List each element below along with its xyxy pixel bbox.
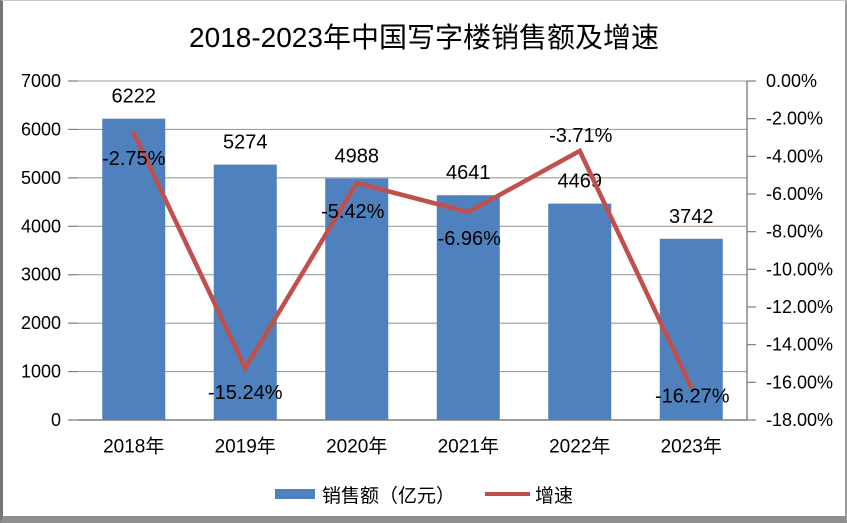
right-axis-tick-label: -10.00% — [766, 259, 833, 279]
bar — [102, 118, 166, 420]
right-axis-tick-label: -18.00% — [766, 410, 833, 430]
right-axis-tick-label: -12.00% — [766, 297, 833, 317]
x-axis-category-label: 2023年 — [661, 436, 722, 458]
bar-value-label: 4641 — [446, 162, 491, 184]
left-axis-tick-label: 5000 — [21, 168, 61, 188]
right-axis-tick-label: -14.00% — [766, 335, 833, 355]
left-axis-tick-label: 3000 — [21, 265, 61, 285]
bar-value-label: 6222 — [112, 86, 157, 108]
left-axis-tick-label: 4000 — [21, 216, 61, 236]
growth-line — [131, 130, 694, 390]
bar-value-label: 5274 — [223, 132, 268, 154]
right-axis-tick-label: 0.00% — [766, 71, 817, 91]
right-axis-tick-label: -8.00% — [766, 222, 823, 242]
legend-label-sales: 销售额（亿元） — [321, 485, 455, 507]
chart-title: 2018-2023年中国写字楼销售额及增速 — [189, 22, 659, 53]
chart-plot-canvas: 7000 6000 5000 4000 3000 2000 1000 0 0.00% -2.00%… — [21, 71, 833, 458]
line-value-label: -16.27% — [655, 385, 730, 407]
left-axis-tick-label: 1000 — [21, 362, 61, 382]
line-value-label: -15.24% — [208, 382, 283, 404]
line-series-swatch-icon — [485, 492, 530, 496]
bar — [548, 203, 612, 420]
line-value-label: -2.75% — [102, 148, 166, 170]
left-axis-tick-label: 6000 — [21, 119, 61, 139]
bar — [213, 164, 277, 420]
bar — [436, 195, 500, 420]
line-value-label: -6.96% — [438, 228, 502, 250]
line-value-label: -5.42% — [321, 201, 385, 223]
x-axis-category-label: 2020年 — [326, 436, 387, 458]
bar — [659, 238, 723, 420]
right-axis-tick-label: -16.00% — [766, 372, 833, 392]
right-axis-tick-label: -6.00% — [766, 184, 823, 204]
left-axis-tick-label: 2000 — [21, 313, 61, 333]
x-axis-category-label: 2022年 — [549, 436, 610, 458]
right-axis-tick-label: -2.00% — [766, 109, 823, 129]
bar-value-label: 4988 — [335, 145, 380, 167]
legend: 销售额（亿元） 增速 — [3, 478, 845, 510]
right-axis-tick-label: -4.00% — [766, 146, 823, 166]
x-axis-category-label: 2021年 — [438, 436, 499, 458]
left-axis-tick-label: 7000 — [21, 71, 61, 91]
legend-item-sales: 销售额（亿元） — [274, 481, 455, 508]
line-value-label: -3.71% — [549, 125, 613, 147]
legend-item-growth: 增速 — [485, 481, 573, 508]
x-axis-category-label: 2018年 — [103, 436, 164, 458]
bar-value-label: 3742 — [669, 206, 714, 228]
bar-series-swatch-icon — [274, 489, 315, 499]
left-axis-tick-label: 0 — [51, 410, 61, 430]
x-axis-category-label: 2019年 — [215, 436, 276, 458]
legend-label-growth: 增速 — [535, 485, 574, 507]
